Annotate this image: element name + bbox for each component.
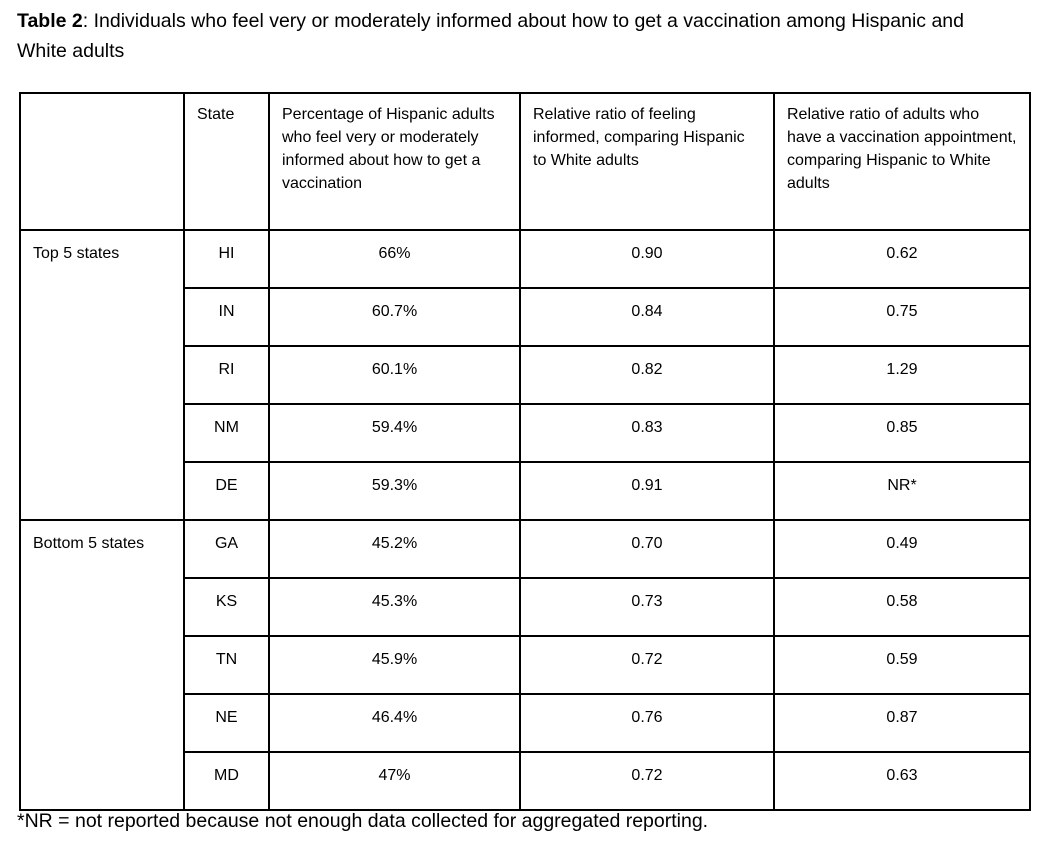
table-row: TN 45.9% 0.72 0.59 (20, 635, 1031, 695)
ratio-appointment-cell: 0.75 (773, 287, 1031, 347)
state-cell: HI (183, 229, 270, 289)
state-cell: RI (183, 345, 270, 405)
ratio-appointment-cell: 1.29 (773, 345, 1031, 405)
ratio-informed-cell: 0.84 (519, 287, 775, 347)
ratio-informed-cell: 0.83 (519, 403, 775, 463)
header-row: State Percentage of Hispanic adults who … (19, 92, 1031, 231)
table-row: DE 59.3% 0.91 NR* (20, 461, 1031, 521)
ratio-informed-cell: 0.82 (519, 345, 775, 405)
header-cell-state: State (183, 92, 270, 231)
percentage-cell: 59.4% (268, 403, 521, 463)
table-row: Top 5 states HI 66% 0.90 0.62 (19, 229, 1031, 521)
percentage-cell: 46.4% (268, 693, 521, 753)
ratio-appointment-cell: 0.58 (773, 577, 1031, 637)
table-row: MD 47% 0.72 0.63 (20, 751, 1031, 811)
state-cell: MD (183, 751, 270, 811)
table-title-text: : Individuals who feel very or moderatel… (17, 10, 964, 62)
percentage-cell: 59.3% (268, 461, 521, 521)
table-row: NM 59.4% 0.83 0.85 (20, 403, 1031, 463)
percentage-cell: 45.9% (268, 635, 521, 695)
ratio-informed-cell: 0.72 (519, 751, 775, 811)
percentage-cell: 45.2% (268, 519, 521, 579)
ratio-informed-cell: 0.70 (519, 519, 775, 579)
percentage-cell: 66% (268, 229, 521, 289)
group-cell-top5: Top 5 states (19, 229, 185, 521)
percentage-cell: 45.3% (268, 577, 521, 637)
ratio-informed-cell: 0.90 (519, 229, 775, 289)
ratio-appointment-cell: 0.59 (773, 635, 1031, 695)
percentage-cell: 60.1% (268, 345, 521, 405)
data-table: State Percentage of Hispanic adults who … (19, 92, 1031, 811)
ratio-appointment-cell: 0.49 (773, 519, 1031, 579)
ratio-informed-cell: 0.72 (519, 635, 775, 695)
header-cell-ratio-informed: Relative ratio of feeling informed, comp… (519, 92, 775, 231)
state-cell: NM (183, 403, 270, 463)
table-row: RI 60.1% 0.82 1.29 (20, 345, 1031, 405)
table-title: Table 2: Individuals who feel very or mo… (17, 6, 965, 66)
ratio-informed-cell: 0.91 (519, 461, 775, 521)
state-cell: DE (183, 461, 270, 521)
state-cell: NE (183, 693, 270, 753)
ratio-appointment-cell: 0.85 (773, 403, 1031, 463)
header-cell-ratio-appointment: Relative ratio of adults who have a vacc… (773, 92, 1031, 231)
ratio-appointment-cell: NR* (773, 461, 1031, 521)
state-cell: TN (183, 635, 270, 695)
group-cell-bottom5: Bottom 5 states (19, 519, 185, 811)
percentage-cell: 47% (268, 751, 521, 811)
table-row: NE 46.4% 0.76 0.87 (20, 693, 1031, 753)
percentage-cell: 60.7% (268, 287, 521, 347)
state-cell: GA (183, 519, 270, 579)
state-cell: KS (183, 577, 270, 637)
ratio-appointment-cell: 0.62 (773, 229, 1031, 289)
table-row: KS 45.3% 0.73 0.58 (20, 577, 1031, 637)
header-cell-group (19, 92, 185, 231)
table-row: IN 60.7% 0.84 0.75 (20, 287, 1031, 347)
header-cell-percentage: Percentage of Hispanic adults who feel v… (268, 92, 521, 231)
footnote: *NR = not reported because not enough da… (17, 810, 709, 832)
ratio-appointment-cell: 0.63 (773, 751, 1031, 811)
table-title-label: Table 2 (17, 10, 83, 32)
ratio-appointment-cell: 0.87 (773, 693, 1031, 753)
table-row: Bottom 5 states GA 45.2% 0.70 0.49 (19, 519, 1031, 811)
ratio-informed-cell: 0.73 (519, 577, 775, 637)
ratio-informed-cell: 0.76 (519, 693, 775, 753)
state-cell: IN (183, 287, 270, 347)
